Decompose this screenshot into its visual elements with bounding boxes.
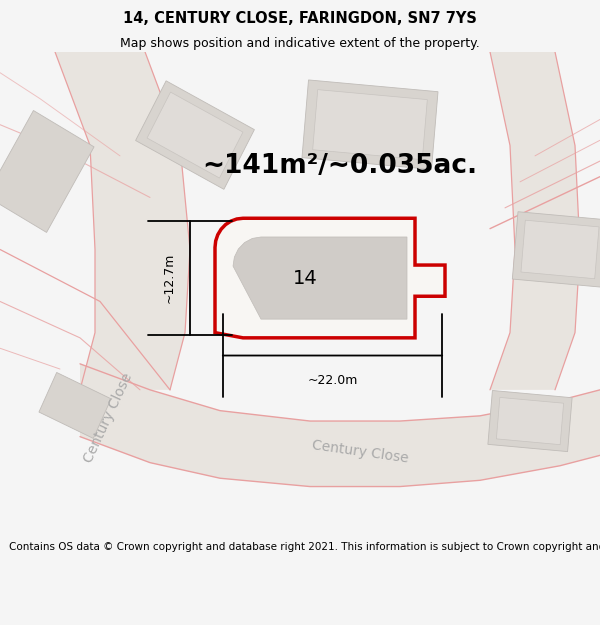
Text: Century Close: Century Close bbox=[81, 371, 135, 465]
Polygon shape bbox=[0, 111, 94, 232]
Polygon shape bbox=[521, 220, 599, 279]
Text: 14: 14 bbox=[293, 269, 317, 288]
Text: ~22.0m: ~22.0m bbox=[307, 374, 358, 388]
Text: ~141m²/~0.035ac.: ~141m²/~0.035ac. bbox=[202, 153, 478, 179]
Polygon shape bbox=[313, 89, 427, 160]
Polygon shape bbox=[147, 92, 243, 178]
Polygon shape bbox=[55, 52, 190, 390]
Polygon shape bbox=[233, 237, 407, 319]
Polygon shape bbox=[80, 364, 600, 486]
Polygon shape bbox=[488, 391, 572, 452]
Text: 14, CENTURY CLOSE, FARINGDON, SN7 7YS: 14, CENTURY CLOSE, FARINGDON, SN7 7YS bbox=[123, 11, 477, 26]
Text: Century Close: Century Close bbox=[311, 439, 409, 466]
Polygon shape bbox=[490, 52, 580, 390]
Polygon shape bbox=[136, 81, 254, 189]
Text: Contains OS data © Crown copyright and database right 2021. This information is : Contains OS data © Crown copyright and d… bbox=[9, 542, 600, 552]
Polygon shape bbox=[496, 398, 563, 444]
Polygon shape bbox=[215, 218, 445, 338]
Text: Map shows position and indicative extent of the property.: Map shows position and indicative extent… bbox=[120, 38, 480, 51]
Polygon shape bbox=[512, 212, 600, 288]
Polygon shape bbox=[39, 372, 111, 438]
Text: ~12.7m: ~12.7m bbox=[163, 253, 176, 303]
Polygon shape bbox=[302, 80, 438, 169]
